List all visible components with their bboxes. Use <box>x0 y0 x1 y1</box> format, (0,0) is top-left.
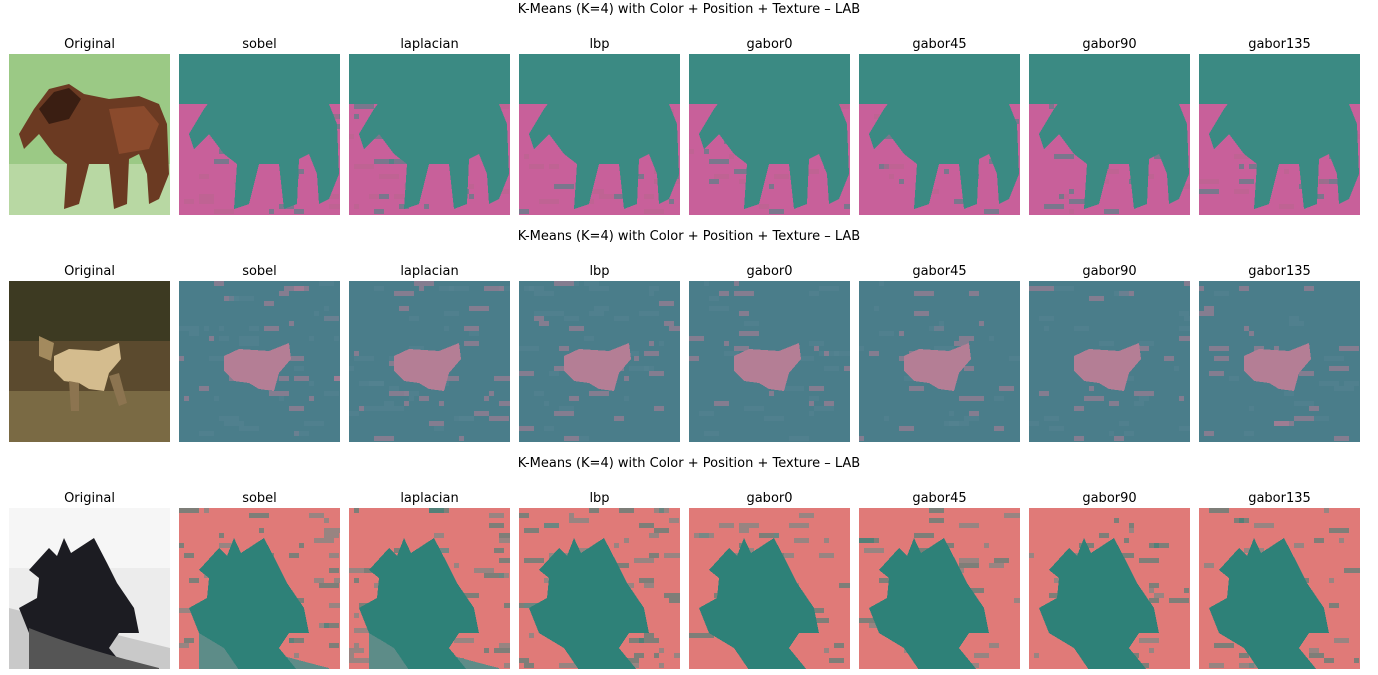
gabor0-label: gabor0 <box>746 37 793 52</box>
gabor90-label: gabor90 <box>1082 264 1137 279</box>
lbp-segmentation-image <box>519 281 680 442</box>
laplacian-segmentation-image <box>349 508 510 669</box>
laplacian-label: laplacian <box>400 37 459 52</box>
gabor0-segmentation-image <box>689 54 850 215</box>
original-label: Original <box>64 491 115 506</box>
gabor90-label: gabor90 <box>1082 37 1137 52</box>
laplacian-segmentation-image <box>349 54 510 215</box>
sobel-segmentation-image <box>179 508 340 669</box>
gabor0-segmentation-image <box>689 508 850 669</box>
sobel-segmentation-image <box>179 54 340 215</box>
gabor135-label: gabor135 <box>1248 37 1311 52</box>
laplacian-segmentation-image <box>349 281 510 442</box>
original-image <box>9 54 170 215</box>
gabor0-label: gabor0 <box>746 491 793 506</box>
laplacian-label: laplacian <box>400 491 459 506</box>
gabor90-label: gabor90 <box>1082 491 1137 506</box>
lbp-label: lbp <box>589 264 610 279</box>
gabor135-label: gabor135 <box>1248 264 1311 279</box>
gabor90-segmentation-image <box>1029 508 1190 669</box>
gabor45-segmentation-image <box>859 281 1020 442</box>
gabor0-label: gabor0 <box>746 264 793 279</box>
gabor135-segmentation-image <box>1199 281 1360 442</box>
gabor135-segmentation-image <box>1199 54 1360 215</box>
sobel-label: sobel <box>242 491 277 506</box>
row-1-title: K-Means (K=4) with Color + Position + Te… <box>517 2 861 17</box>
lbp-segmentation-image <box>519 54 680 215</box>
gabor135-label: gabor135 <box>1248 491 1311 506</box>
sobel-label: sobel <box>242 264 277 279</box>
gabor0-segmentation-image <box>689 281 850 442</box>
lbp-segmentation-image <box>519 508 680 669</box>
original-image <box>9 281 170 442</box>
row-3-title: K-Means (K=4) with Color + Position + Te… <box>517 456 861 471</box>
gabor135-segmentation-image <box>1199 508 1360 669</box>
gabor90-segmentation-image <box>1029 281 1190 442</box>
row-2-title: K-Means (K=4) with Color + Position + Te… <box>517 229 861 244</box>
gabor45-label: gabor45 <box>912 37 967 52</box>
gabor45-segmentation-image <box>859 508 1020 669</box>
lbp-label: lbp <box>589 491 610 506</box>
gabor45-label: gabor45 <box>912 264 967 279</box>
gabor90-segmentation-image <box>1029 54 1190 215</box>
sobel-segmentation-image <box>179 281 340 442</box>
lbp-label: lbp <box>589 37 610 52</box>
gabor45-segmentation-image <box>859 54 1020 215</box>
original-label: Original <box>64 264 115 279</box>
original-label: Original <box>64 37 115 52</box>
original-image <box>9 508 170 669</box>
laplacian-label: laplacian <box>400 264 459 279</box>
sobel-label: sobel <box>242 37 277 52</box>
gabor45-label: gabor45 <box>912 491 967 506</box>
